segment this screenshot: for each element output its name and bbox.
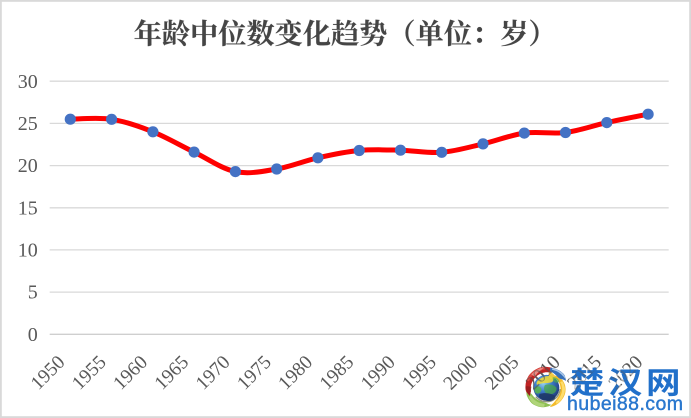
svg-text:hubei88.com: hubei88.com	[567, 393, 683, 415]
svg-text:15: 15	[18, 197, 38, 219]
svg-text:1950: 1950	[27, 352, 69, 394]
svg-text:1985: 1985	[316, 352, 358, 394]
svg-text:1955: 1955	[68, 352, 110, 394]
svg-text:1965: 1965	[151, 352, 193, 394]
svg-text:10: 10	[18, 240, 38, 262]
svg-text:1960: 1960	[110, 352, 152, 394]
svg-text:30: 30	[18, 71, 38, 93]
svg-text:1975: 1975	[233, 352, 275, 394]
svg-text:2005: 2005	[481, 352, 523, 394]
svg-text:0: 0	[28, 324, 38, 346]
svg-text:25: 25	[18, 113, 38, 135]
svg-text:1980: 1980	[275, 352, 317, 394]
svg-text:1970: 1970	[192, 352, 234, 394]
svg-text:2000: 2000	[440, 352, 482, 394]
svg-text:1990: 1990	[357, 352, 399, 394]
svg-text:5: 5	[28, 282, 38, 304]
svg-text:20: 20	[18, 155, 38, 177]
svg-text:1995: 1995	[398, 352, 440, 394]
